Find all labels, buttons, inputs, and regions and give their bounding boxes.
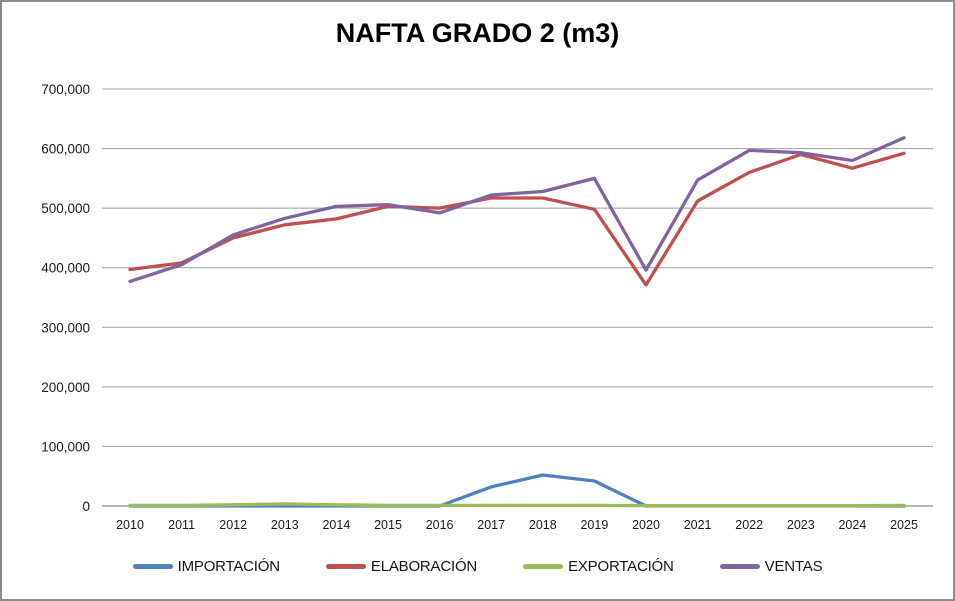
y-axis-tick-label: 400,000: [41, 261, 90, 276]
y-axis-tick-label: 100,000: [41, 439, 90, 454]
chart-title: NAFTA GRADO 2 (m3): [335, 18, 620, 48]
legend-item-elaboracion: ELABORACIÓN: [325, 558, 478, 575]
x-axis-tick-label: 2020: [632, 518, 660, 532]
y-axis-tick-label: 200,000: [41, 380, 90, 395]
legend-label: ELABORACIÓN: [370, 558, 478, 575]
y-axis-tick-label: 700,000: [41, 82, 90, 97]
legend-item-importacion: IMPORTACIÓN: [132, 558, 280, 575]
x-axis-tick-label: 2017: [477, 518, 505, 532]
series-line-exportacion: [128, 502, 906, 508]
x-axis-tick-label: 2024: [838, 518, 866, 532]
legend-item-exportacion: EXPORTACIÓN: [523, 558, 674, 575]
legend-label: IMPORTACIÓN: [177, 558, 280, 575]
legend-item-ventas: VENTAS: [719, 558, 823, 575]
legend-swatch-elaboracion: [325, 564, 366, 569]
series-line-elaboracion: [128, 151, 906, 287]
x-axis-tick-label: 2025: [890, 518, 918, 532]
legend-swatch-importacion: [132, 564, 173, 569]
x-axis-tick-label: 2011: [168, 518, 195, 532]
x-axis-tick-label: 2023: [787, 518, 815, 532]
x-axis-tick-label: 2019: [580, 518, 608, 532]
x-axis-tick-label: 2010: [116, 518, 144, 532]
y-axis-tick-label: 0: [82, 499, 90, 514]
x-axis-tick-label: 2014: [322, 518, 350, 532]
series-line-ventas: [128, 136, 906, 284]
x-axis-tick-label: 2016: [426, 518, 454, 532]
x-axis-tick-label: 2013: [271, 518, 299, 532]
y-axis-tick-label: 300,000: [41, 320, 90, 335]
y-axis-tick-label: 500,000: [41, 201, 90, 216]
legend-label: EXPORTACIÓN: [568, 558, 674, 575]
x-axis-tick-label: 2018: [529, 518, 557, 532]
chart-legend: IMPORTACIÓN ELABORACIÓN EXPORTACIÓN VENTAS: [2, 558, 953, 575]
y-axis-tick-label: 600,000: [41, 142, 90, 157]
legend-swatch-exportacion: [523, 564, 564, 569]
series-line-importacion: [128, 473, 906, 508]
x-axis-tick-label: 2021: [684, 518, 712, 532]
x-axis-tick-label: 2015: [374, 518, 402, 532]
x-axis-tick-label: 2022: [735, 518, 763, 532]
legend-label: VENTAS: [764, 558, 823, 575]
x-axis-tick-label: 2012: [219, 518, 247, 532]
legend-swatch-ventas: [719, 564, 760, 569]
